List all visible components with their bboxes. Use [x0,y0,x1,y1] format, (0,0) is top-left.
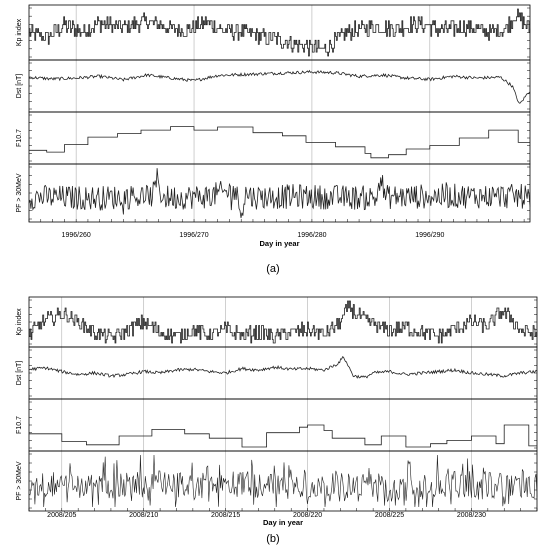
y-axis-label: Kp index [16,18,23,46]
panel-label: (a) [266,263,279,275]
panel-frame [28,111,531,165]
panel-frame [28,59,531,113]
y-axis-label: F10.7 [16,416,23,434]
series-line-f10-7 [29,424,537,448]
x-tick-label: 2008/215 [211,512,240,519]
x-tick-label: 2008/225 [375,512,404,519]
series-line-kp-index [29,300,538,344]
x-tick-label: 1996/290 [415,232,444,239]
x-tick-label: 2008/230 [457,512,486,519]
y-axis-label: Kp index [16,308,23,336]
y-axis-label: Dst [nT] [16,361,23,386]
series-line-dst-nt- [28,69,531,104]
x-tick-label: 1996/260 [62,232,91,239]
y-axis-label: PF > 30MeV [16,173,23,212]
x-axis-label: Day in year [259,239,299,248]
y-axis-label: F10.7 [16,129,23,147]
x-tick-label: 1996/280 [297,232,326,239]
series-line-pf-30mev [28,454,538,508]
panel-frame [28,398,538,452]
x-tick-label: 2008/220 [293,512,322,519]
panel-label: (b) [266,533,279,545]
series-line-dst-nt- [28,356,538,379]
x-tick-label: 2008/210 [129,512,158,519]
x-tick-label: 2008/205 [47,512,76,519]
y-axis-label: Dst [nT] [16,74,23,99]
series-line-kp-index [29,8,531,57]
x-tick-label: 1996/270 [179,232,208,239]
y-axis-label: PF > 30MeV [16,461,23,500]
series-line-f10-7 [29,126,530,159]
panel-frame [28,346,538,400]
x-axis-label: Day in year [263,518,303,527]
series-line-pf-30mev [28,168,531,219]
